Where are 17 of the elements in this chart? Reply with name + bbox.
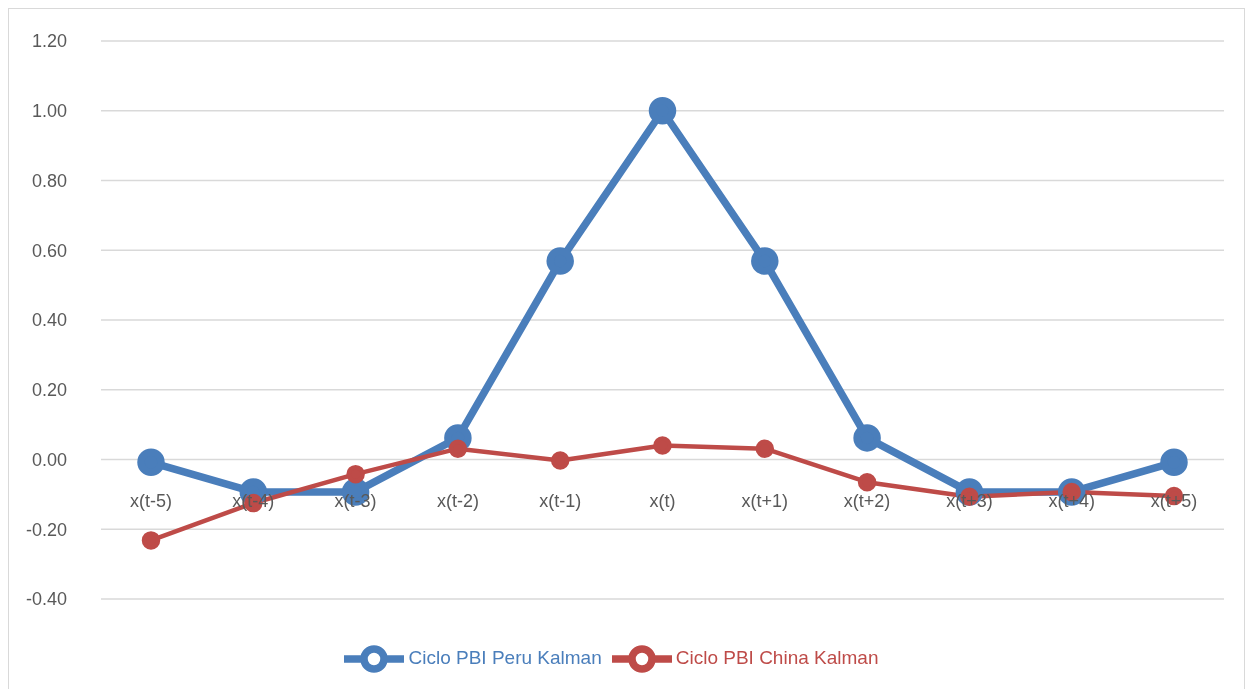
legend-label: Ciclo PBI China Kalman xyxy=(675,647,879,669)
y-tick-label: 0.80 xyxy=(31,170,67,191)
y-tick-label: 0.60 xyxy=(31,240,67,261)
y-tick-label: -0.40 xyxy=(25,589,67,610)
x-tick-label: x(t-5) xyxy=(130,490,172,511)
x-tick-label: x(t-2) xyxy=(436,490,479,511)
y-tick-label: 1.00 xyxy=(31,101,67,122)
x-tick-label: x(t+1) xyxy=(741,490,789,511)
y-tick-label: 0.00 xyxy=(31,449,67,470)
y-tick-label: 0.20 xyxy=(31,380,67,401)
x-tick-label: x(t) xyxy=(649,490,676,511)
legend-label: Ciclo PBI Peru Kalman xyxy=(408,647,602,669)
y-tick-label: 0.40 xyxy=(31,310,67,331)
y-tick-label: 1.20 xyxy=(31,31,67,52)
y-tick-label: -0.20 xyxy=(25,519,67,540)
x-tick-label: x(t-1) xyxy=(539,490,582,511)
x-tick-label: x(t+2) xyxy=(843,490,891,511)
